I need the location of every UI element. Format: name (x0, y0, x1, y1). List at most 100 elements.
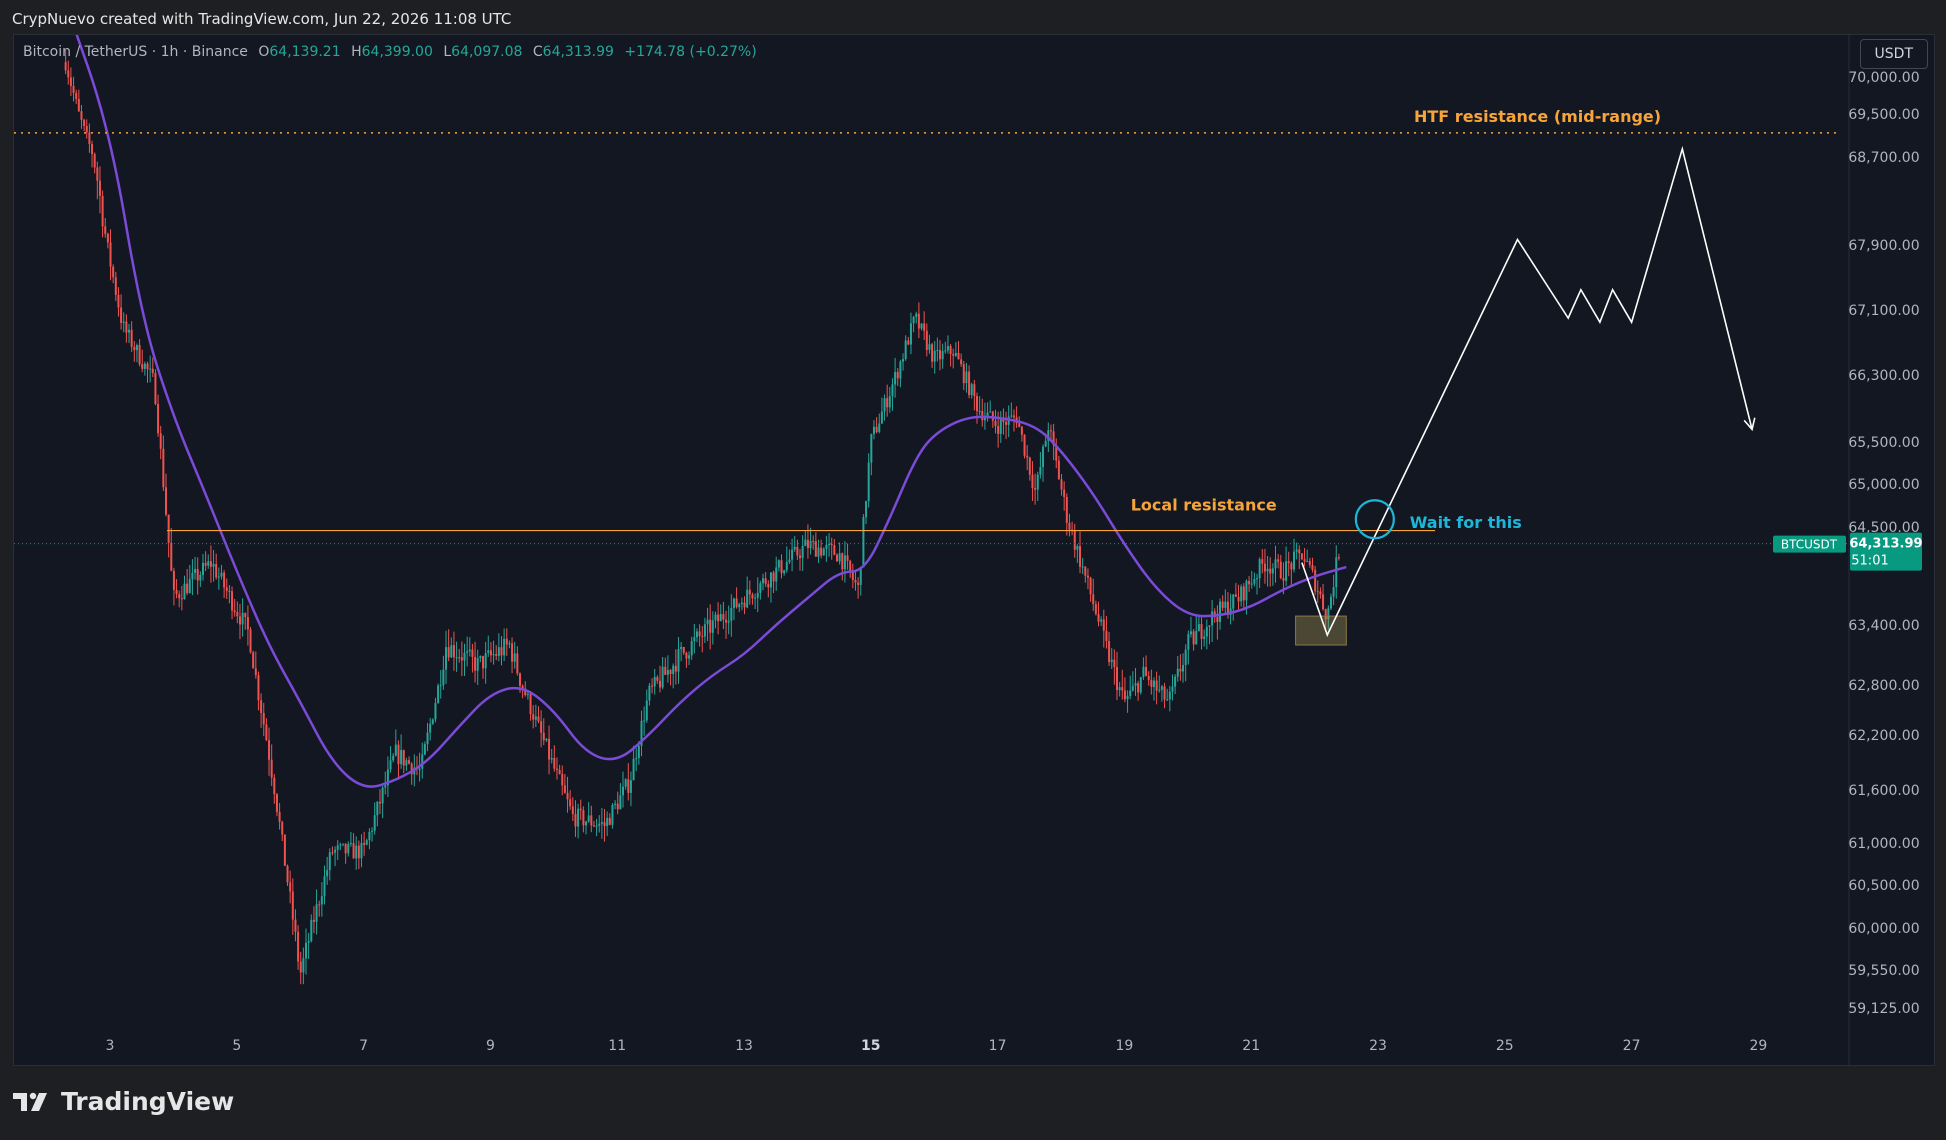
candle-body (149, 368, 152, 370)
candle-body (616, 803, 619, 810)
candle-body (1042, 446, 1045, 467)
candle-body (965, 371, 968, 384)
candle-body (928, 344, 931, 350)
wait-for-this-label: Wait for this (1410, 513, 1522, 532)
candle-body (896, 371, 899, 379)
candle-body (693, 637, 696, 642)
candle-body (904, 340, 907, 360)
x-axis-tick-label: 9 (486, 1038, 495, 1054)
candle-body (1337, 557, 1340, 559)
candle-body (410, 763, 413, 775)
candle-body (104, 226, 107, 234)
tradingview-logo[interactable]: TradingView (13, 1087, 234, 1116)
candle-body (511, 643, 514, 662)
candle-body (1179, 668, 1182, 672)
candle-body (1031, 474, 1034, 489)
currency-button[interactable]: USDT (1859, 39, 1928, 69)
candle-body (746, 589, 749, 608)
candle-body (278, 811, 281, 822)
candle-body (701, 635, 704, 637)
candle-body (645, 700, 648, 721)
candle-body (1079, 546, 1082, 567)
moving-average-line (75, 35, 1347, 788)
close-label: C (532, 44, 543, 60)
candle-body (463, 652, 466, 661)
candle-body (994, 420, 997, 427)
candle-body (1084, 566, 1087, 576)
candle-body (365, 840, 368, 845)
candle-body (664, 666, 667, 675)
candle-body (437, 685, 440, 703)
candle-body (870, 434, 873, 463)
candle-body (1189, 631, 1192, 635)
candle-body (429, 723, 432, 733)
candle-body (1224, 601, 1227, 608)
candle-body (915, 313, 918, 317)
symbol-price-tag-label: BTCUSDT (1781, 538, 1838, 552)
candle-body (997, 426, 1000, 434)
candle-body (474, 657, 477, 671)
candle-body (334, 849, 337, 853)
candle-body (423, 744, 426, 755)
candle-body (146, 363, 149, 370)
symbol-name[interactable]: Bitcoin / TetherUS · 1h · Binance (23, 44, 248, 60)
candle-body (170, 542, 173, 571)
candle-body (1086, 575, 1089, 578)
candle-body (157, 404, 160, 434)
candle-body (872, 426, 875, 435)
candle-body (270, 759, 273, 778)
candle-body (297, 931, 300, 962)
candle-body (767, 583, 770, 588)
candle-body (231, 591, 234, 611)
y-axis-tick-label: 67,900.00 (1848, 238, 1919, 254)
candle-body (1184, 649, 1187, 666)
candle-body (487, 650, 490, 654)
price-chart[interactable]: HTF resistance (mid-range) Local resistan… (14, 35, 1934, 1065)
candle-body (1335, 557, 1338, 588)
candle-body (838, 553, 841, 562)
candle-body (384, 785, 387, 788)
x-axis-tick-label: 5 (232, 1038, 241, 1054)
candle-body (859, 567, 862, 585)
projection-arrowhead (1743, 417, 1756, 432)
x-axis-tick-label: 29 (1749, 1038, 1767, 1054)
candle-body (592, 825, 595, 827)
candle-body (1319, 591, 1322, 595)
candle-body (954, 352, 957, 356)
candle-body (714, 614, 717, 621)
candle-body (1327, 608, 1330, 620)
candle-body (590, 815, 593, 826)
candle-body (730, 608, 733, 621)
candle-body (799, 555, 802, 558)
candle-body (128, 329, 131, 333)
candle-body (188, 579, 191, 594)
candle-body (241, 612, 244, 625)
candle-body (672, 665, 675, 675)
candle-body (141, 364, 144, 369)
candle-body (709, 619, 712, 633)
candle-body (289, 882, 292, 892)
candle-body (1105, 630, 1108, 642)
candle-body (553, 757, 556, 769)
candle-body (186, 583, 189, 594)
candle-body (1100, 619, 1103, 622)
candle-body (555, 768, 558, 770)
candle-body (209, 561, 212, 567)
candle-body (1108, 641, 1111, 663)
x-axis-tick-label: 11 (608, 1038, 626, 1054)
chart-panel[interactable]: HTF resistance (mid-range) Local resistan… (13, 34, 1935, 1066)
candle-body (1303, 559, 1306, 562)
candle-body (320, 896, 323, 905)
candle-body (680, 646, 683, 650)
candle-body (843, 555, 846, 570)
candle-body (341, 843, 344, 845)
candle-body (1028, 457, 1031, 475)
candle-body (106, 233, 109, 243)
candle-body (682, 646, 685, 653)
candle-body (1055, 445, 1058, 461)
candle-body (725, 619, 728, 623)
candle-body (1295, 549, 1298, 552)
candle-body (357, 845, 360, 859)
y-axis-tick-label: 70,000.00 (1848, 70, 1919, 86)
candle-body (973, 384, 976, 397)
